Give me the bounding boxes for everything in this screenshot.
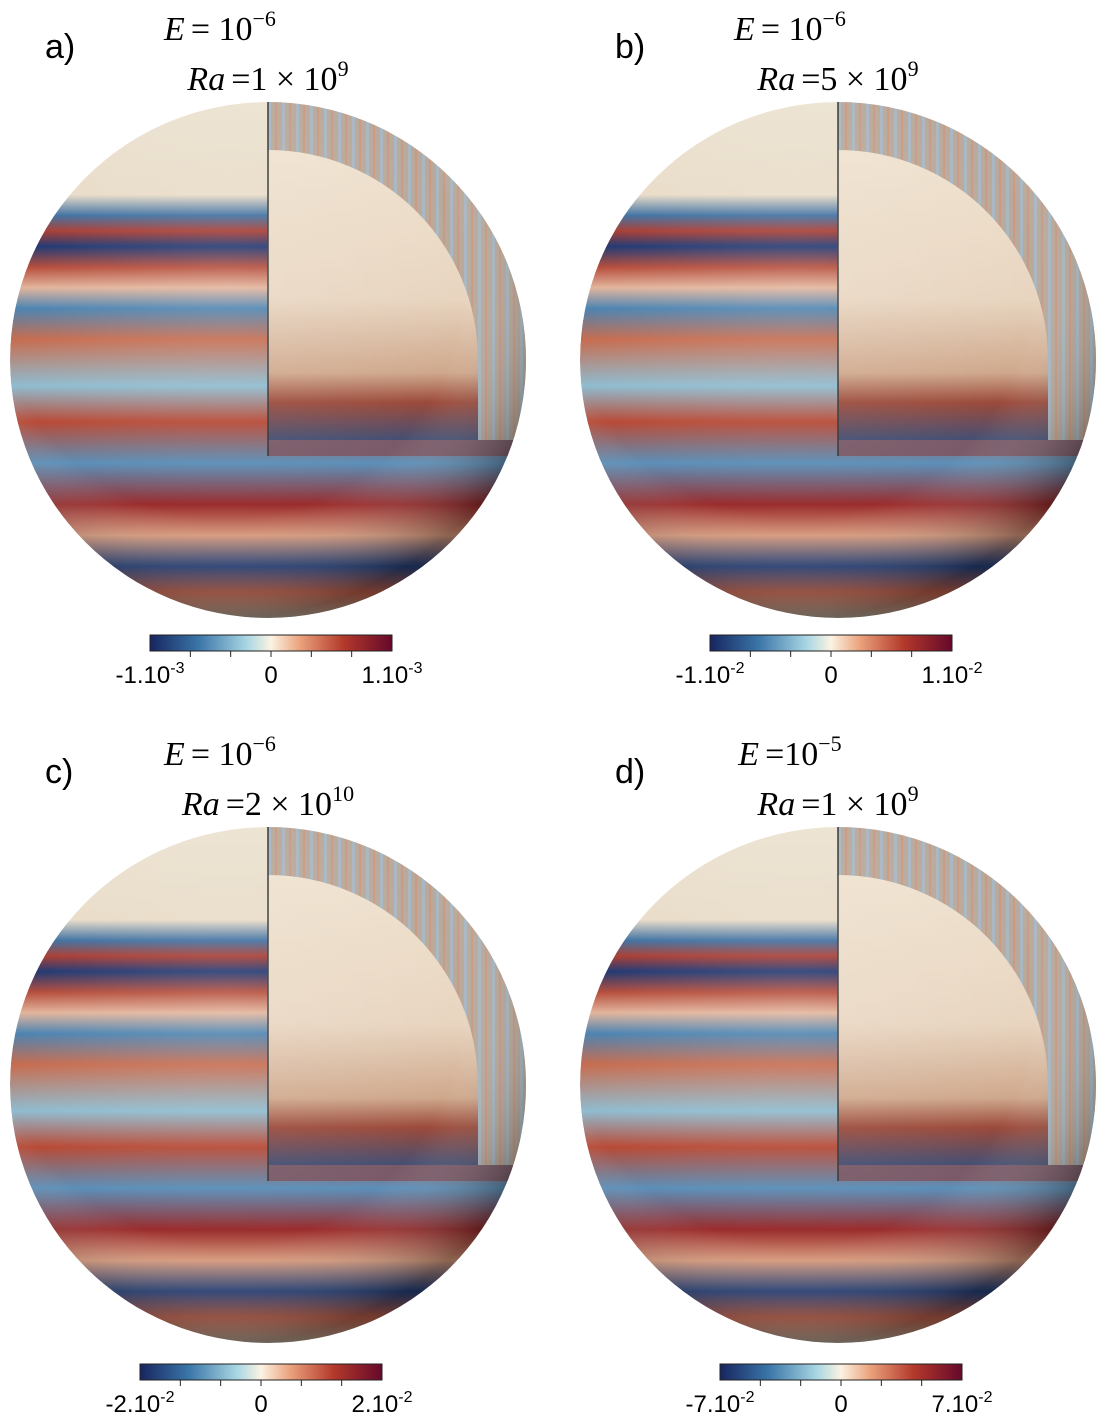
symbol: E	[163, 11, 185, 48]
colorbar-gradient	[709, 634, 953, 652]
colorbar-label: 0	[824, 662, 837, 689]
mantissa: -7.10	[686, 1391, 741, 1418]
panel-label: c)	[45, 753, 73, 791]
equation: E = 10−6	[733, 6, 846, 48]
panel-label: d)	[615, 753, 645, 791]
equation: Ra =5 × 109	[756, 56, 918, 98]
equation: Ra =2 × 1010	[181, 781, 354, 823]
colorbar-label: -7.10-2	[686, 1389, 755, 1418]
symbol: E	[733, 11, 755, 48]
exponent: −6	[823, 6, 846, 31]
text: =1 × 10	[801, 786, 907, 823]
mantissa: -1.10	[676, 662, 731, 689]
symbol: Ra	[756, 786, 795, 823]
text: = 10	[191, 11, 253, 48]
sphere-shading	[580, 102, 1096, 618]
colorbar-gradient	[719, 1363, 963, 1381]
mantissa: -2.10	[106, 1391, 161, 1418]
text: =1 × 10	[231, 61, 337, 98]
mantissa: 7.10	[932, 1391, 979, 1418]
exponent: -2	[160, 1389, 174, 1406]
equation: Ra =1 × 109	[756, 781, 918, 823]
panel: a) E = 10−6Ra =1 × 109-1.10-3 0 1.10-3	[10, 6, 526, 689]
exponent: 9	[908, 781, 919, 806]
sphere-shading	[10, 827, 526, 1343]
text: = 10	[761, 11, 823, 48]
colorbar: -1.10-3 0 1.10-3	[116, 634, 423, 689]
exponent: -2	[978, 1389, 992, 1406]
mantissa: 2.10	[352, 1391, 399, 1418]
panel-label: b)	[615, 28, 645, 66]
exponent: −6	[253, 731, 276, 756]
exponent: -2	[398, 1389, 412, 1406]
symbol: Ra	[181, 786, 220, 823]
exponent: 9	[908, 56, 919, 81]
text: = 10	[191, 736, 253, 773]
exponent: 9	[338, 56, 349, 81]
colorbar-label: -1.10-2	[676, 660, 745, 689]
sphere-shading	[580, 827, 1096, 1343]
text: =2 × 10	[226, 786, 332, 823]
exponent: −6	[253, 6, 276, 31]
panel: d) E =10−5Ra =1 × 109-7.10-2 0 7.10-2	[580, 731, 1096, 1418]
symbol: E	[737, 736, 759, 773]
colorbar-label: 0	[834, 1391, 847, 1418]
colorbar: -7.10-2 0 7.10-2	[686, 1363, 993, 1418]
colorbar-label: 7.10-2	[932, 1389, 993, 1418]
text: =10	[765, 736, 818, 773]
equation: E =10−5	[737, 731, 841, 773]
mantissa: 1.10	[362, 662, 409, 689]
text: =5 × 10	[801, 61, 907, 98]
exponent: -2	[740, 1389, 754, 1406]
colorbar-gradient	[139, 1363, 383, 1381]
exponent: −5	[818, 731, 841, 756]
colorbar-label: 1.10-2	[922, 660, 983, 689]
sphere	[580, 827, 1096, 1343]
mantissa: -1.10	[116, 662, 171, 689]
sphere	[580, 102, 1096, 618]
colorbar-label: 1.10-3	[362, 660, 423, 689]
equation: E = 10−6	[163, 731, 276, 773]
exponent: -2	[730, 660, 744, 677]
equation: Ra =1 × 109	[186, 56, 348, 98]
panel-label: a)	[45, 28, 75, 66]
colorbar-label: 2.10-2	[352, 1389, 413, 1418]
sphere	[10, 102, 526, 618]
sphere-shading	[10, 102, 526, 618]
colorbar-label: 0	[264, 662, 277, 689]
colorbar-gradient	[149, 634, 393, 652]
equation: E = 10−6	[163, 6, 276, 48]
colorbar-label: -2.10-2	[106, 1389, 175, 1418]
colorbar-label: -1.10-3	[116, 660, 185, 689]
symbol: Ra	[186, 61, 225, 98]
mantissa: 1.10	[922, 662, 969, 689]
symbol: E	[163, 736, 185, 773]
colorbar: -1.10-2 0 1.10-2	[676, 634, 983, 689]
colorbar-label: 0	[254, 1391, 267, 1418]
colorbar: -2.10-2 0 2.10-2	[106, 1363, 413, 1418]
exponent: 10	[332, 781, 354, 806]
exponent: -2	[968, 660, 982, 677]
sphere	[10, 827, 526, 1343]
panel: c) E = 10−6Ra =2 × 1010-2.10-2 0 2.10-2	[10, 731, 526, 1418]
exponent: -3	[170, 660, 184, 677]
panel: b) E = 10−6Ra =5 × 109-1.10-2 0 1.10-2	[580, 6, 1096, 689]
exponent: -3	[408, 660, 422, 677]
symbol: Ra	[756, 61, 795, 98]
